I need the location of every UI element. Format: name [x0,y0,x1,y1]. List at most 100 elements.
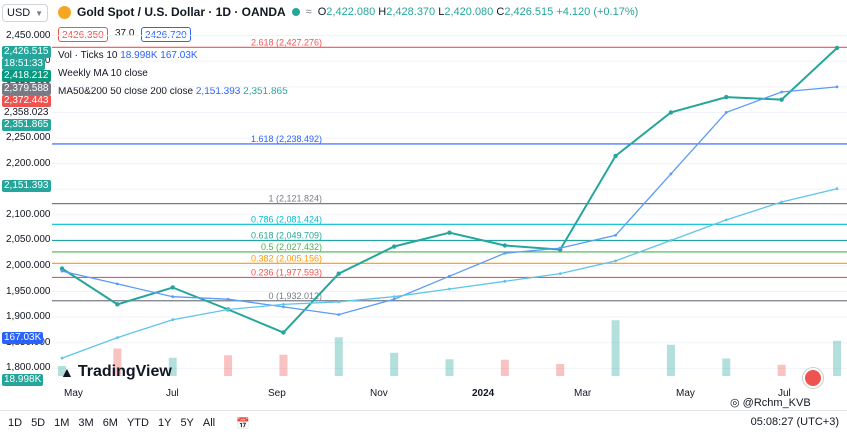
countdown-label: 18:51:33 [2,58,45,70]
date-range-icon[interactable]: 📅 [236,417,250,430]
price-label-l4: 2,358.023 [2,107,51,119]
volume-ma-label: 167.03K [2,332,44,344]
y-tick-label-7: 2,100.000 [6,208,51,220]
fib-label-3: 0.786 (2,081.424) [251,214,322,224]
series-2-point-13 [780,200,784,204]
y-tick-label-0: 2,450.000 [6,29,51,41]
x-tick-label-3: Nov [370,388,388,399]
volume-bar-13 [777,364,786,376]
series-2-point-6 [392,295,396,299]
price-label-l3: 2,372.443 [2,95,51,107]
series-line-2 [61,188,838,359]
chart-title: Gold Spot / U.S. Dollar · 1D · OANDA [77,5,286,19]
fib-label-7: 0.236 (1,977.593) [251,267,322,277]
volume-label: 18.998K [2,374,44,386]
volume-bar-12 [722,358,731,376]
tf-5y[interactable]: 5Y [180,417,194,429]
volume-bar-2 [168,357,177,376]
weibo-icon: ◎ [730,397,740,409]
x-tick-label-5: Mar [574,388,592,399]
author-watermark: ◎ @Rchm_KVB [730,397,811,409]
series-2-point-2 [171,318,175,322]
price-label-l2: 2,379.588 [2,83,51,95]
series-2-point-12 [724,218,728,222]
volume-bar-3 [224,355,233,376]
tf-all[interactable]: All [202,417,216,429]
spread-value: 37.0 [115,28,135,39]
volume-bar-5 [334,337,343,376]
chart-canvas[interactable]: 2.618 (2,427.276) 1.618 (2,238.492) 1 (2,1… [52,28,847,388]
chevron-down-icon: ▼ [35,8,43,18]
currency-label: USD [7,7,31,19]
volume-bar-9 [556,364,565,376]
tf-1m[interactable]: 1M [54,417,70,429]
y-tick-label-10: 1,950.000 [6,285,51,297]
series-2-point-7 [448,287,451,291]
series-0-point-10 [613,153,618,159]
fib-label-1: 1.618 (2,238.492) [251,134,322,144]
tf-5d[interactable]: 5D [31,417,46,429]
series-1-point-6 [392,297,396,301]
series-0-point-1 [115,302,120,307]
series-2-point-14 [835,187,839,191]
x-tick-label-6: May [676,388,695,399]
weekly-ma-legend[interactable]: Weekly MA 10 close [58,68,148,79]
volume-bar-6 [390,352,399,376]
volume-bar-0 [58,366,66,376]
fib-label-2: 1 (2,121.824) [268,194,322,204]
tradingview-logo-icon: ▲ [60,364,74,380]
ma200-label: 2,351.865 [2,119,51,131]
wave-icon[interactable]: ≈ [305,6,312,18]
ma50-200-legend[interactable]: MA50&200 50 close 200 close 2,151.393 2,… [58,86,288,97]
flag-icon[interactable] [803,368,823,388]
bottom-toolbar: 1D 5D 1M 3M 6M YTD 1Y 5Y All 📅 05:08:27 … [0,410,847,435]
series-1-point-8 [503,251,507,255]
series-1-point-5 [337,313,341,316]
series-2-point-0 [60,356,64,360]
volume-bar-11 [666,344,675,376]
clock: 05:08:27 (UTC+3) [750,416,839,428]
fib-label-6: 0.382 (2,005.156) [251,253,322,263]
series-0-point-5 [336,271,341,276]
series-1-point-4 [282,305,285,309]
series-1-point-14 [835,85,839,89]
tf-1y[interactable]: 1Y [157,417,172,429]
volume-bar-10 [611,320,620,376]
series-2-point-9 [558,272,562,276]
x-tick-label-1: Jul [166,388,179,399]
series-2-point-10 [614,259,617,263]
tf-6m[interactable]: 6M [102,417,118,429]
series-0-point-12 [724,94,729,100]
y-tick-label-5: 2,200.000 [6,157,51,169]
fib-label-0: 2.618 (2,427.276) [251,37,322,47]
ohlc-values: O2,422.080 H2,428.370 L2,420.080 C2,426.… [317,6,639,18]
series-1-point-11 [669,172,673,176]
volume-legend[interactable]: Vol · Ticks 10 18.998K 167.03K [58,50,198,61]
price-change: +4.120 (+0.17%) [556,6,639,18]
price-label-l1: 2,418.212 [2,70,51,82]
series-1-point-2 [171,295,175,299]
series-0-point-14 [834,45,840,51]
volume-bar-1 [113,348,122,376]
ma50-label: 2,151.393 [2,180,51,192]
series-1-point-9 [558,246,562,250]
y-tick-label-8: 2,050.000 [6,234,51,246]
time-axis[interactable]: May Jul Sep Nov 2024 Mar May Jul [52,388,847,404]
market-open-icon [291,8,300,16]
series-1-point-0 [60,269,64,273]
series-1-point-1 [115,282,119,286]
series-0-point-11 [668,110,674,115]
fib-label-8: 0 (1,932.012) [268,291,322,301]
series-1-point-10 [614,233,617,237]
tf-3m[interactable]: 3M [78,417,94,429]
symbol-currency-select[interactable]: USD ▼ [2,4,48,22]
series-0-point-2 [170,285,175,290]
series-line-1 [61,86,838,316]
series-0-point-8 [502,243,508,248]
tf-1d[interactable]: 1D [8,417,23,429]
series-2-point-3 [226,308,230,311]
tf-ytd[interactable]: YTD [126,417,149,429]
last-price-label: 2,426.515 [2,46,51,58]
y-tick-label-11: 1,900.000 [6,311,51,323]
x-tick-label-0: May [64,388,83,399]
